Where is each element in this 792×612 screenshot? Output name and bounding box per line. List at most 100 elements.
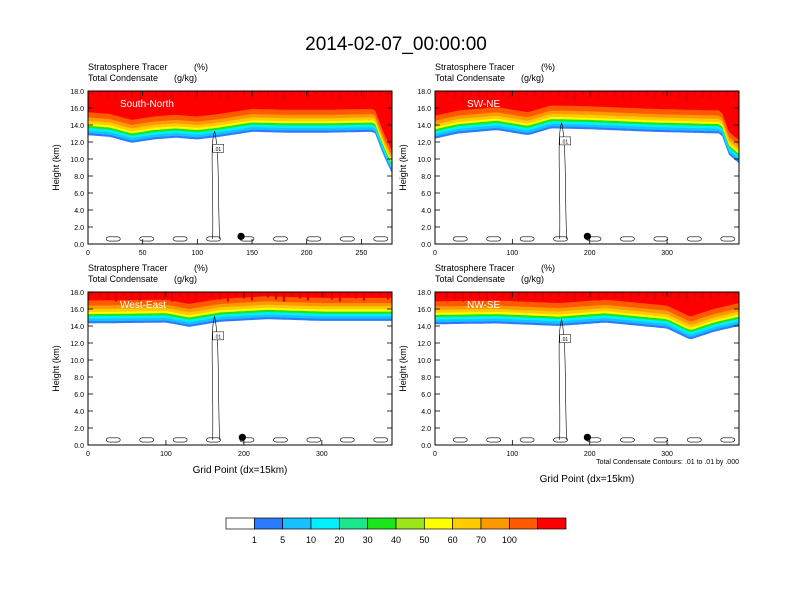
low-cloud-contour: [273, 437, 288, 443]
x-tick-label: 300: [661, 451, 673, 458]
tracer-column: [234, 91, 238, 96]
x-tick-label: 200: [301, 250, 313, 257]
tracer-column: [282, 292, 286, 302]
convective-column-contour: [211, 315, 220, 440]
tracer-column: [621, 91, 625, 99]
plot-frame: [434, 90, 740, 245]
y-tick-label: 16.0: [70, 307, 84, 314]
tracer-column: [637, 91, 641, 96]
tracer-fill: [88, 292, 392, 327]
tracer-column: [717, 91, 721, 95]
tracer-column: [322, 292, 326, 298]
tracer-column: [669, 292, 673, 298]
y-tick-label: 16.0: [417, 307, 431, 314]
y-axis-label: Height (km): [51, 144, 61, 191]
tracer-column: [493, 292, 497, 296]
low-cloud-contour: [720, 437, 736, 443]
tracer-column: [106, 91, 110, 99]
colorbar-label: 50: [419, 535, 429, 545]
tracer-column: [226, 91, 230, 101]
tracer-column: [461, 292, 465, 302]
tracer-column: [517, 292, 521, 302]
contour-label-box: [559, 334, 571, 343]
tracer-column: [525, 91, 529, 96]
tracer-column: [258, 91, 262, 95]
colorbar-label: 20: [334, 535, 344, 545]
tracer-column: [146, 292, 150, 296]
location-marker: [583, 232, 591, 240]
svg-text:Stratosphere Tracer: Stratosphere Tracer: [435, 62, 515, 72]
y-tick-label: 2.0: [421, 225, 431, 232]
svg-text:(%): (%): [541, 263, 555, 273]
contour-label-box: [212, 144, 224, 153]
tracer-column: [306, 91, 310, 100]
tracer-column: [677, 91, 681, 99]
svg-text:(g/kg): (g/kg): [174, 73, 197, 83]
y-tick-label: 12.0: [417, 341, 431, 348]
tracer-band: [88, 91, 392, 151]
tracer-column: [362, 292, 366, 301]
tracer-column: [290, 292, 294, 297]
tracer-column: [701, 91, 705, 98]
plot-frame: [434, 291, 740, 446]
colorbar-label: 40: [391, 535, 401, 545]
y-tick-label: 2.0: [74, 426, 84, 433]
svg-text:Total Condensate: Total Condensate: [88, 274, 158, 284]
tracer-column: [709, 292, 713, 301]
tracer-column: [226, 292, 230, 302]
y-tick-label: 2.0: [74, 225, 84, 232]
y-tick-label: 12.0: [417, 140, 431, 147]
y-tick-label: 14.0: [70, 123, 84, 130]
tracer-column: [258, 292, 262, 296]
tracer-fill: [435, 292, 739, 340]
panel-header-west-east: Stratosphere Tracer (%) Total Condensate…: [88, 263, 208, 284]
y-tick-label: 8.0: [74, 375, 84, 382]
tracer-column: [557, 292, 561, 298]
low-cloud-contour: [373, 437, 389, 443]
y-axis-label: Height (km): [51, 345, 61, 392]
low-cloud-contour: [553, 437, 568, 443]
section-label: South-North: [120, 99, 174, 110]
svg-text:(g/kg): (g/kg): [521, 73, 544, 83]
tracer-column: [98, 91, 102, 97]
y-tick-label: 14.0: [417, 324, 431, 331]
colorbar-label: 70: [476, 535, 486, 545]
tracer-column: [106, 292, 110, 300]
low-cloud-contour: [452, 437, 468, 443]
tracer-column: [605, 91, 609, 95]
tracer-fill: [435, 91, 739, 164]
x-tick-label: 100: [507, 250, 519, 257]
y-tick-label: 18.0: [417, 290, 431, 297]
panel-header-south-north: Stratosphere Tracer (%) Total Condensate…: [88, 62, 208, 83]
tracer-column: [282, 91, 286, 101]
tracer-column: [154, 91, 158, 97]
y-tick-label: 14.0: [417, 123, 431, 130]
tracer-column: [378, 91, 382, 97]
x-tick-label: 100: [192, 250, 204, 257]
low-cloud-contour: [486, 437, 501, 443]
tracer-column: [274, 91, 278, 99]
svg-text:(g/kg): (g/kg): [521, 274, 544, 284]
contour-label: .01: [214, 147, 221, 153]
panel-header-nw-se: Stratosphere Tracer (%) Total Condensate…: [435, 263, 555, 284]
convective-column-contour: [211, 130, 220, 239]
tracer-column: [386, 292, 390, 300]
tracer-column: [218, 292, 222, 300]
x-axis-label: Grid Point (dx=15km): [540, 474, 635, 485]
tracer-column: [386, 91, 390, 99]
y-tick-label: 10.0: [70, 358, 84, 365]
colorbar-swatch: [480, 517, 510, 530]
low-cloud-contour: [172, 437, 188, 443]
tracer-column: [186, 292, 190, 299]
low-cloud-contour: [519, 236, 535, 242]
x-tick-label: 200: [584, 250, 596, 257]
low-cloud-contour: [486, 236, 501, 242]
convective-column-contour: [558, 121, 567, 239]
low-cloud-contour: [452, 236, 468, 242]
tracer-column: [541, 91, 545, 100]
x-tick-label: 300: [661, 250, 673, 257]
y-tick-label: 6.0: [74, 191, 84, 198]
tracer-column: [338, 91, 342, 101]
tracer-column: [693, 292, 697, 297]
